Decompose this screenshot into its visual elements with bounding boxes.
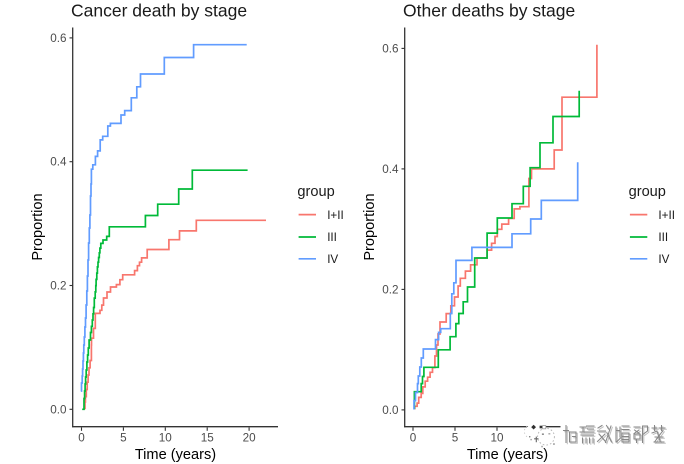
svg-text:0: 0 <box>78 432 85 445</box>
svg-text:0.4: 0.4 <box>50 156 67 169</box>
svg-text:III: III <box>658 231 668 244</box>
svg-text:0.6: 0.6 <box>382 42 398 55</box>
svg-text:group: group <box>297 184 334 200</box>
svg-text:IV: IV <box>658 253 669 266</box>
svg-text:10: 10 <box>159 432 173 445</box>
svg-text:Other deaths by stage: Other deaths by stage <box>403 0 575 20</box>
svg-text:Time (years): Time (years) <box>135 447 216 463</box>
svg-text:5: 5 <box>120 432 127 445</box>
svg-text:IV: IV <box>327 253 338 266</box>
svg-text:15: 15 <box>201 432 215 445</box>
svg-text:0.4: 0.4 <box>382 163 399 176</box>
svg-text:I+II: I+II <box>658 209 675 222</box>
svg-text:Cancer death by stage: Cancer death by stage <box>71 0 247 20</box>
svg-text:0.0: 0.0 <box>382 404 399 417</box>
svg-text:20: 20 <box>243 432 257 445</box>
svg-text:group: group <box>629 184 666 200</box>
svg-text:I+II: I+II <box>327 209 344 222</box>
svg-text:10: 10 <box>490 432 504 445</box>
svg-text:0: 0 <box>410 432 417 445</box>
svg-text:Proportion: Proportion <box>30 193 46 260</box>
svg-text:III: III <box>327 231 337 244</box>
svg-text:5: 5 <box>452 432 459 445</box>
svg-text:0.0: 0.0 <box>50 403 67 416</box>
svg-text:0.2: 0.2 <box>50 280 66 293</box>
svg-text:Time (years): Time (years) <box>467 447 548 463</box>
svg-text:0.2: 0.2 <box>382 283 398 296</box>
svg-text:0.6: 0.6 <box>50 32 66 45</box>
svg-text:Proportion: Proportion <box>362 193 378 260</box>
